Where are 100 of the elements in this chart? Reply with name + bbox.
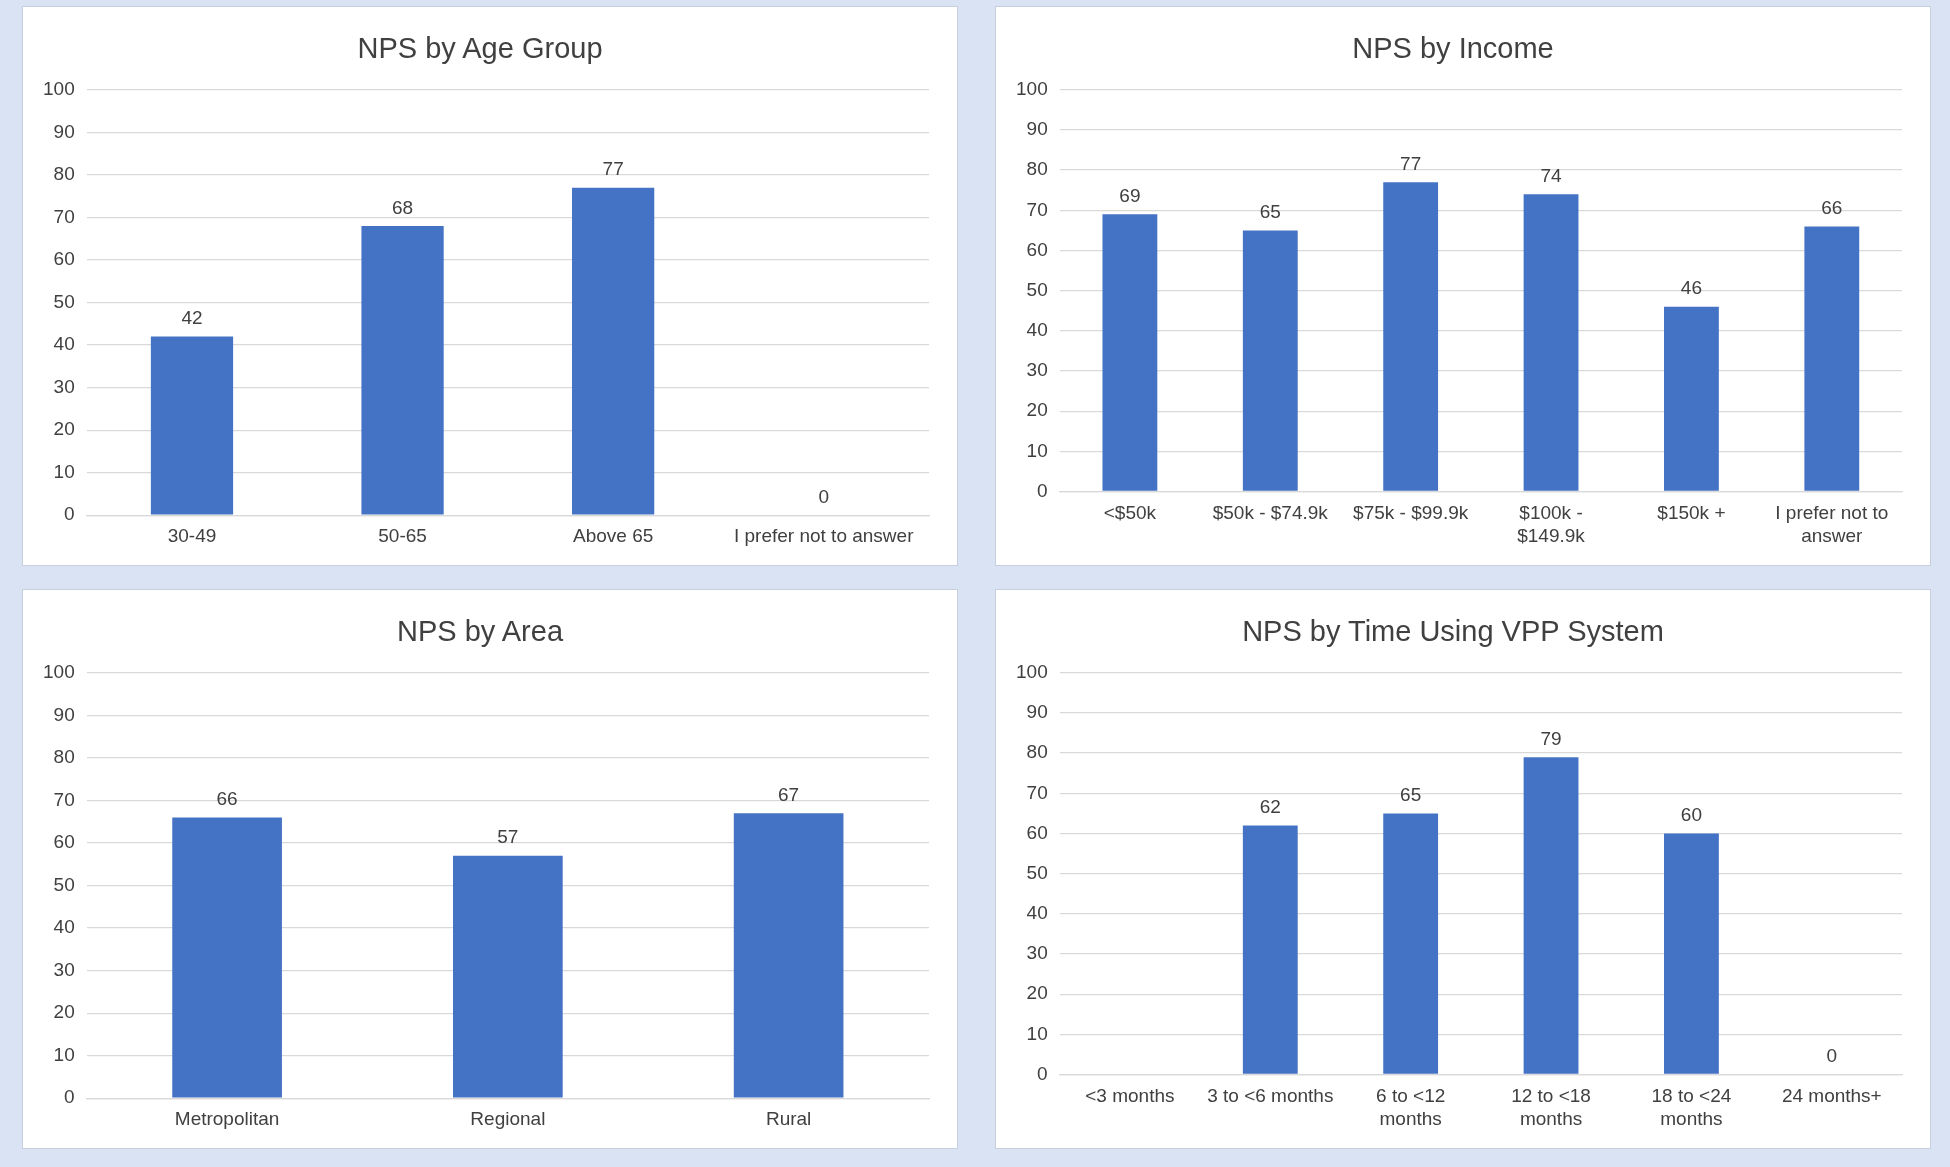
y-tick-label: 70 [1026, 198, 1048, 220]
y-tick-label: 30 [53, 958, 75, 980]
y-tick-label: 100 [1016, 661, 1048, 683]
bar [1664, 306, 1719, 491]
x-tick-label: <3 months [1085, 1084, 1175, 1106]
bar [1102, 214, 1158, 491]
data-label: 67 [778, 783, 800, 805]
y-tick-label: 70 [1026, 781, 1048, 803]
y-tick-label: 20 [53, 1001, 75, 1023]
y-tick-label: 10 [53, 460, 75, 482]
data-label: 57 [497, 826, 519, 848]
y-tick-label: 50 [1026, 861, 1048, 883]
x-tick-label: 24 months+ [1781, 1084, 1882, 1106]
data-label: 0 [1826, 1045, 1838, 1067]
data-label: 69 [1119, 185, 1141, 207]
data-label: 66 [216, 788, 238, 810]
y-tick-label: 90 [53, 120, 75, 142]
y-tick-label: 60 [53, 248, 75, 270]
y-tick-label: 0 [1037, 1062, 1048, 1084]
y-tick-label: 40 [1026, 902, 1048, 924]
y-tick-label: 10 [1026, 439, 1048, 461]
data-label: 68 [391, 196, 414, 218]
chart-title: NPS by Income [1352, 32, 1554, 65]
data-label: 74 [1540, 164, 1563, 186]
data-label: 62 [1259, 796, 1281, 818]
y-tick-label: 50 [53, 290, 75, 312]
x-tick-label: $150k + [1657, 501, 1726, 523]
data-label: 65 [1400, 784, 1422, 806]
bar [1383, 813, 1439, 1074]
x-tick-label: I prefer not to answer [1775, 501, 1889, 547]
bar [572, 187, 655, 515]
data-label: 46 [1680, 277, 1702, 299]
x-tick-label: 50-65 [378, 525, 427, 547]
x-tick-label: 3 to <6 months [1207, 1084, 1334, 1106]
bar [453, 855, 563, 1098]
y-tick-label: 0 [64, 503, 75, 525]
x-tick-label: Above 65 [572, 525, 654, 547]
bar [361, 225, 444, 515]
y-tick-label: 10 [1026, 1022, 1048, 1044]
x-tick-label: Metropolitan [174, 1108, 280, 1130]
y-tick-label: 10 [53, 1043, 75, 1065]
bar [150, 336, 234, 515]
y-tick-label: 40 [53, 333, 75, 355]
y-tick-label: 20 [53, 418, 75, 440]
y-tick-label: 80 [1026, 741, 1048, 763]
y-tick-label: 0 [64, 1086, 75, 1108]
y-tick-label: 60 [1026, 821, 1048, 843]
chart-title: NPS by Area [396, 615, 564, 648]
y-tick-label: 80 [53, 163, 75, 185]
y-tick-label: 100 [1016, 78, 1048, 100]
y-tick-label: 20 [1026, 982, 1048, 1004]
chart-title: NPS by Time Using VPP System [1242, 615, 1664, 648]
y-tick-label: 0 [1037, 479, 1048, 501]
x-tick-label: $75k - $99.9k [1353, 501, 1469, 523]
x-tick-label: $50k - $74.9k [1212, 501, 1329, 523]
bar [1242, 230, 1298, 491]
y-tick-label: 20 [1026, 399, 1048, 421]
y-tick-label: 50 [1026, 278, 1048, 300]
y-tick-label: 70 [53, 788, 75, 810]
y-tick-label: 70 [53, 205, 75, 227]
x-tick-label: 12 to <18 months [1511, 1084, 1591, 1130]
x-tick-label: 6 to <12 months [1376, 1084, 1446, 1130]
data-label: 66 [1821, 197, 1843, 219]
bar [1242, 825, 1298, 1074]
y-tick-label: 90 [1026, 701, 1048, 723]
data-label: 79 [1540, 727, 1562, 749]
x-tick-label: Regional [470, 1108, 546, 1130]
data-label: 77 [602, 158, 624, 180]
bar [733, 813, 844, 1098]
y-tick-label: 40 [1026, 319, 1048, 341]
data-label: 42 [181, 307, 203, 329]
y-tick-label: 100 [43, 661, 75, 683]
data-label: 65 [1259, 201, 1281, 223]
y-tick-label: 30 [1026, 359, 1048, 381]
bar [1804, 226, 1860, 491]
bar [1664, 833, 1719, 1074]
y-tick-label: 30 [1026, 942, 1048, 964]
y-tick-label: 80 [1026, 158, 1048, 180]
x-tick-label: I prefer not to answer [733, 525, 915, 547]
x-tick-label: <$50k [1103, 501, 1157, 523]
y-tick-label: 90 [1026, 118, 1048, 140]
y-tick-label: 40 [53, 916, 75, 938]
y-tick-label: 80 [53, 746, 75, 768]
y-tick-label: 100 [43, 78, 75, 100]
data-label: 0 [818, 485, 829, 507]
bar [1523, 757, 1579, 1074]
y-tick-label: 90 [53, 703, 75, 725]
x-tick-label: $100k - $149.9k [1517, 501, 1586, 547]
x-tick-label: Rural [765, 1108, 812, 1130]
bar [172, 817, 282, 1098]
y-tick-label: 30 [53, 375, 75, 397]
bar [1523, 194, 1579, 491]
bar [1383, 182, 1439, 491]
y-tick-label: 50 [53, 873, 75, 895]
x-tick-label: 18 to <24 months [1651, 1084, 1732, 1130]
y-tick-label: 60 [1026, 238, 1048, 260]
x-tick-label: 30-49 [167, 525, 217, 547]
data-label: 77 [1400, 152, 1422, 174]
chart-title: NPS by Age Group [357, 32, 603, 65]
data-label: 60 [1680, 804, 1702, 826]
